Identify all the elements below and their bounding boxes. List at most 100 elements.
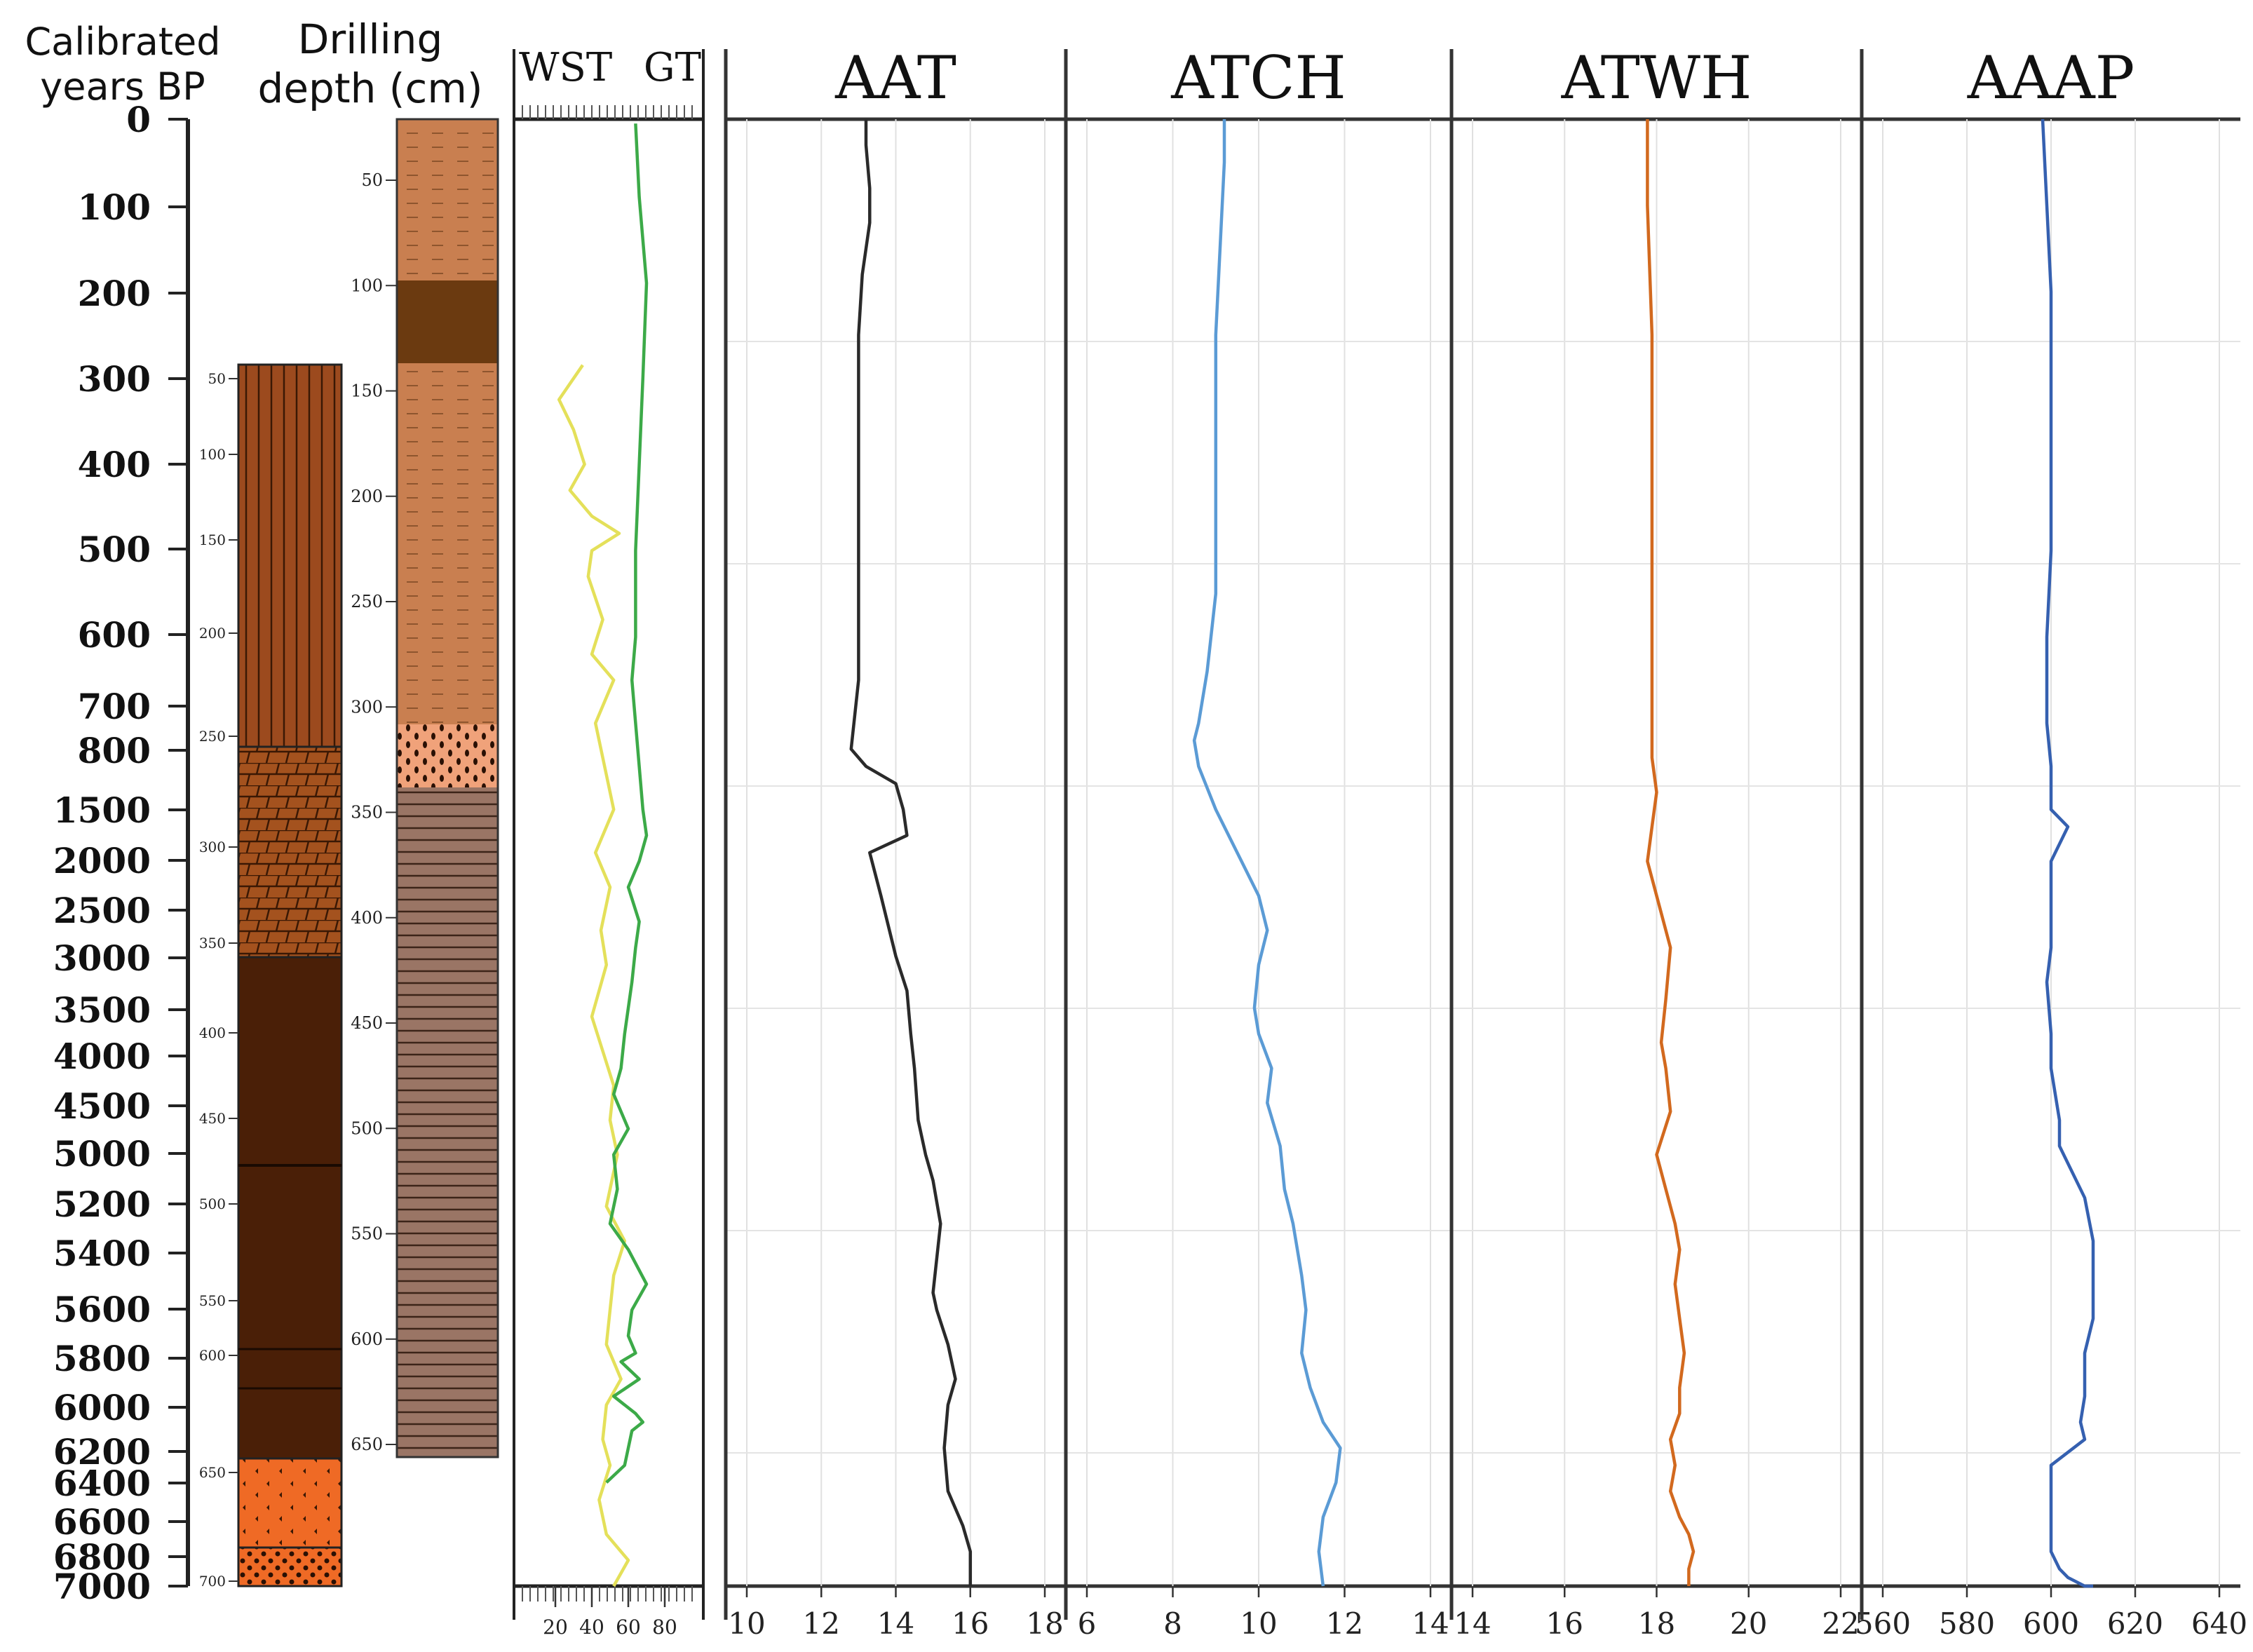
panel-x-tick-label: 10 <box>1240 1606 1277 1641</box>
panel-x-tick-label: 12 <box>803 1606 840 1641</box>
age-tick-label: 5400 <box>53 1233 151 1274</box>
panel-x-tick-label: 560 <box>1855 1606 1911 1641</box>
inner-depth-tick-label: 100 <box>199 446 226 463</box>
inner-depth-tick-label: 550 <box>199 1292 226 1309</box>
age-tick-label: 5000 <box>53 1133 151 1174</box>
age-header-line2: years BP <box>40 65 205 109</box>
lith-layer-vertical <box>237 363 343 748</box>
depth-tick-label: 400 <box>351 908 383 928</box>
inner-depth-tick-label: 150 <box>199 532 226 548</box>
series-line-aaap <box>2041 119 2095 1588</box>
age-tick-label: 5800 <box>53 1338 151 1379</box>
age-tick-label: 5200 <box>53 1184 151 1225</box>
panel-x-tick-label: 14 <box>1412 1606 1449 1641</box>
series-line-atwh <box>1646 119 1696 1586</box>
age-tick-label: 800 <box>78 730 151 771</box>
sed-layer-grey <box>397 787 498 1457</box>
panel-x-tick-label: 22 <box>1822 1606 1859 1641</box>
sed-layer-tan-upper <box>397 119 498 280</box>
depth-tick-label: 450 <box>351 1013 383 1033</box>
age-tick-label: 4500 <box>53 1085 151 1127</box>
lith-layer-brick <box>237 745 343 959</box>
sed-layer-tan-lower <box>397 363 498 724</box>
inner-depth-tick-label: 300 <box>199 839 226 855</box>
lith-layer-dark <box>237 956 343 1460</box>
series-line-gt <box>605 123 649 1484</box>
wst-header: WST <box>519 45 612 90</box>
depth-tick-label: 50 <box>361 170 383 190</box>
panel-x-tick-label: 20 <box>1730 1606 1767 1641</box>
panel-x-tick-label: 6 <box>1078 1606 1097 1641</box>
sed-layer-peach <box>397 724 498 787</box>
series-lines <box>557 119 2095 1588</box>
age-tick-label: 6200 <box>53 1431 151 1472</box>
age-tick-label: 200 <box>78 273 151 314</box>
depth-header-line1: Drilling <box>298 15 443 63</box>
inner-depth-tick-label: 600 <box>199 1347 226 1364</box>
panel-x-tick-label: 580 <box>1939 1606 1995 1641</box>
depth-axis-ticks: 50 100 150 200 250 300 350 400 450 500 550 600 650 <box>351 170 397 1454</box>
depth-tick-label: 500 <box>351 1118 383 1138</box>
panel-title: AAT <box>834 43 956 112</box>
panel-title: ATWH <box>1561 43 1752 112</box>
age-tick-label: 1500 <box>53 790 151 831</box>
lith-layer-dots <box>237 1546 343 1587</box>
panel-x-tick-label: 14 <box>1454 1606 1491 1641</box>
inner-depth-tick-label: 350 <box>199 935 226 952</box>
age-tick-label: 0 <box>126 99 151 140</box>
age-tick-label: 6400 <box>53 1463 151 1504</box>
series-line-atch <box>1192 119 1342 1587</box>
inner-depth-tick-label: 250 <box>199 728 226 745</box>
depth-header-line2: depth (cm) <box>258 65 483 112</box>
series-line-aat <box>849 119 973 1586</box>
panel-x-tick-label: 12 <box>1326 1606 1363 1641</box>
inner-depth-tick-label: 650 <box>199 1464 226 1481</box>
panel-x-tick-label: 18 <box>1638 1606 1675 1641</box>
depth-tick-label: 150 <box>351 381 383 401</box>
sed-layer-dark <box>397 280 498 363</box>
wst-gt-tick-label: 20 <box>543 1616 568 1639</box>
panel-x-tick-label: 10 <box>728 1606 765 1641</box>
panel-x-tick-label: 600 <box>2023 1606 2079 1641</box>
age-header-line1: Calibrated <box>25 20 220 64</box>
lith-layer-orange <box>237 1457 343 1549</box>
depth-tick-label: 250 <box>351 592 383 611</box>
gt-header: GT <box>644 45 701 90</box>
wst-gt-minor-ticks <box>522 105 693 1602</box>
inner-depth-tick-label: 700 <box>199 1573 226 1590</box>
panel-x-tick-label: 16 <box>952 1606 989 1641</box>
wst-gt-panel <box>513 49 705 1620</box>
panel-title: ATCH <box>1170 43 1346 112</box>
inner-depth-tick-label: 200 <box>199 625 226 642</box>
sediment-column <box>395 118 499 1458</box>
age-tick-label: 2500 <box>53 890 151 931</box>
age-tick-label: 100 <box>78 187 151 228</box>
age-tick-label: 7000 <box>53 1566 151 1607</box>
climate-panels: 10 12 14 16 18 AAT 6 8 10 12 14 ATCH 14 16 18 20 22 ATWH 5… <box>724 43 2247 1641</box>
panel-x-tick-label: 8 <box>1163 1606 1182 1641</box>
age-tick-label: 3500 <box>53 989 151 1031</box>
lithology-column <box>237 363 343 1587</box>
depth-tick-label: 600 <box>351 1329 383 1349</box>
wst-gt-tick-label: 40 <box>579 1616 604 1639</box>
age-tick-label: 600 <box>78 614 151 656</box>
inner-depth-tick-label: 50 <box>208 370 226 387</box>
depth-tick-label: 550 <box>351 1224 383 1244</box>
age-tick-label: 3000 <box>53 937 151 979</box>
depth-tick-label: 100 <box>351 276 383 295</box>
age-tick-label: 6000 <box>53 1387 151 1428</box>
depth-tick-label: 200 <box>351 487 383 506</box>
series-line-wst <box>557 364 630 1587</box>
depth-tick-label: 300 <box>351 697 383 717</box>
panel-x-tick-label: 16 <box>1546 1606 1583 1641</box>
wst-gt-tick-label: 80 <box>652 1616 677 1639</box>
age-tick-label: 4000 <box>53 1036 151 1077</box>
depth-tick-label: 650 <box>351 1435 383 1454</box>
age-tick-label: 6600 <box>53 1501 151 1543</box>
wst-gt-axis-ticks: 20 40 60 80 <box>543 1586 677 1639</box>
sed-column-outline <box>395 118 499 1458</box>
inner-depth-tick-label: 500 <box>199 1196 226 1212</box>
